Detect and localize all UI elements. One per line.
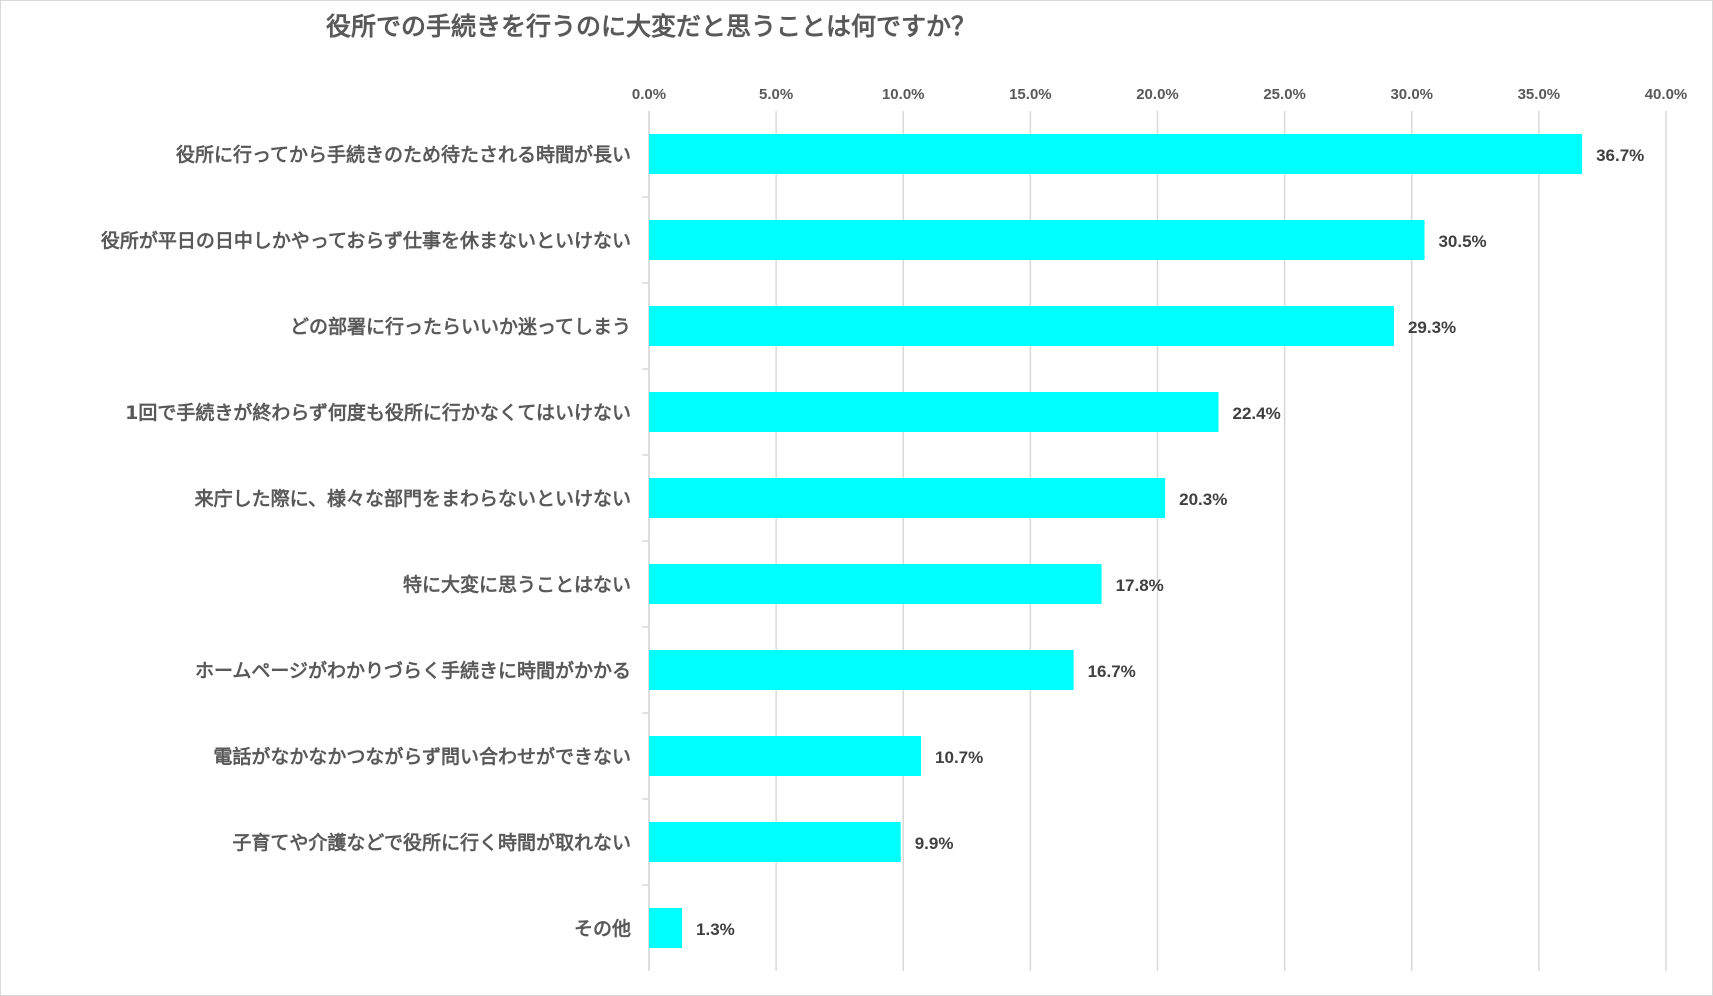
data-label: 16.7% — [1088, 662, 1136, 681]
data-label: 36.7% — [1596, 146, 1644, 165]
bar — [649, 478, 1166, 518]
category-label: 子育てや介護などで役所に行く時間が取れない — [232, 831, 631, 854]
category-label: ホームページがわかりづらく手続きに時間がかかる — [195, 659, 631, 682]
category-label: 来庁した際に、様々な部門をまわらないといけない — [195, 487, 631, 510]
x-axis-ticks: 0.0% 5.0% 10.0% 15.0% 20.0% 25.0% 30.0% 35.0% 40… — [632, 86, 1687, 103]
bar — [649, 220, 1425, 260]
data-label: 29.3% — [1408, 318, 1456, 337]
x-tick-label: 40.0% — [1645, 86, 1688, 103]
category-labels: 役所に行ってから手続きのため待たされる時間が長い役所が平日の日中しかやっておらず… — [101, 143, 631, 940]
data-label: 22.4% — [1233, 404, 1281, 423]
x-tick-label: 10.0% — [882, 86, 925, 103]
data-label: 9.9% — [915, 834, 954, 853]
x-tick-label: 15.0% — [1009, 86, 1052, 103]
bar — [649, 650, 1074, 690]
data-label: 10.7% — [935, 748, 983, 767]
x-tick-label: 35.0% — [1518, 86, 1561, 103]
bar — [649, 392, 1219, 432]
category-label: 役所に行ってから手続きのため待たされる時間が長い — [176, 143, 631, 166]
category-label: 1回で手続きが終わらず何度も役所に行かなくてはいけない — [125, 401, 631, 424]
x-tick-label: 20.0% — [1136, 86, 1179, 103]
bar — [649, 908, 683, 948]
chart-title: 役所での手続きを行うのに大変だと思うことは何ですか？ — [325, 12, 976, 41]
bars — [649, 134, 1583, 948]
data-label: 20.3% — [1179, 490, 1227, 509]
bar — [649, 134, 1583, 174]
category-label: 役所が平日の日中しかやっておらず仕事を休まないといけない — [101, 229, 631, 252]
category-label: 電話がなかなかつながらず問い合わせができない — [213, 745, 631, 768]
data-labels: 36.7% 30.5% 29.3% 22.4% 20.3% 17.8% 16.7% 10.7%… — [696, 146, 1644, 939]
bar — [649, 822, 901, 862]
x-tick-label: 25.0% — [1263, 86, 1306, 103]
bar — [649, 736, 922, 776]
category-label: どの部署に行ったらいいか迷ってしまう — [290, 315, 631, 338]
data-label: 17.8% — [1116, 576, 1164, 595]
bar — [649, 306, 1394, 346]
bar — [649, 564, 1102, 604]
data-label: 1.3% — [696, 920, 735, 939]
category-label: 特に大変に思うことはない — [403, 573, 631, 596]
data-label: 30.5% — [1438, 232, 1486, 251]
x-tick-label: 30.0% — [1390, 86, 1433, 103]
category-label: その他 — [574, 917, 631, 940]
x-tick-label: 5.0% — [759, 86, 793, 103]
x-tick-label: 0.0% — [632, 86, 666, 103]
